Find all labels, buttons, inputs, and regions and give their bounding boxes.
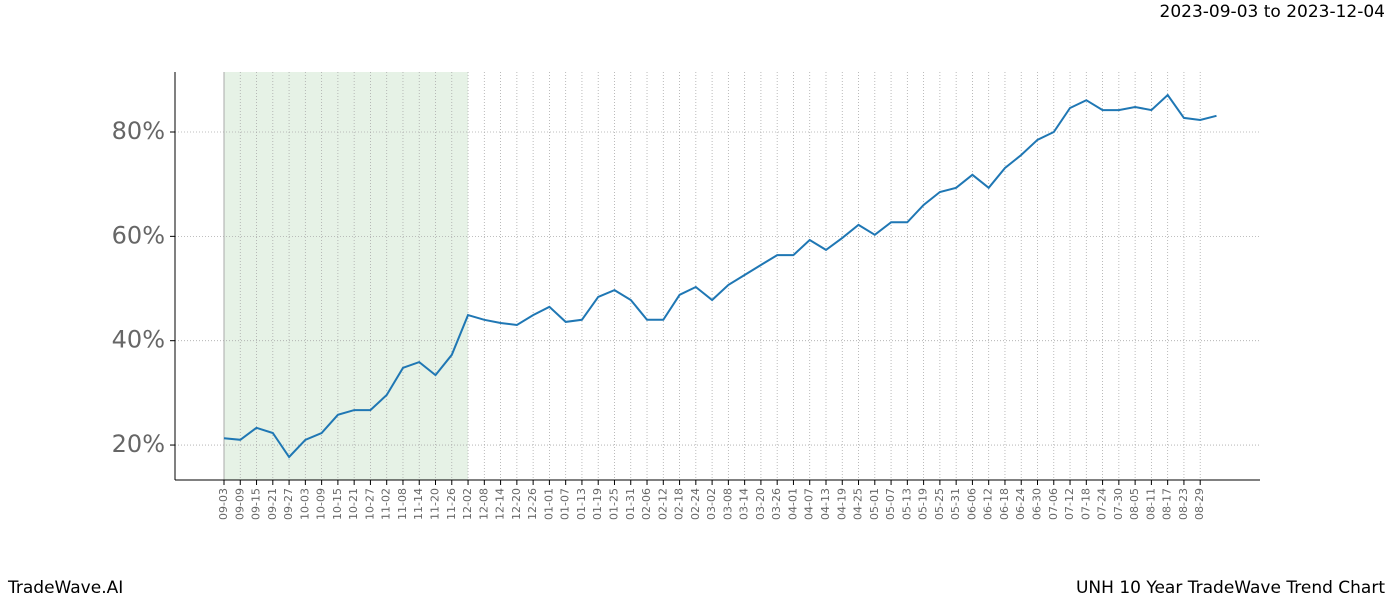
footer-left: TradeWave.AI [7, 578, 123, 598]
x-tick-label: 09-27 [282, 488, 295, 520]
y-tick-label: 20% [112, 430, 165, 458]
x-tick-label: 09-09 [233, 488, 246, 520]
x-tick-label: 08-11 [1144, 488, 1157, 520]
x-tick-label: 05-25 [933, 488, 946, 520]
x-tick-label: 03-14 [738, 488, 751, 520]
x-tick-label: 01-13 [575, 488, 588, 520]
x-tick-label: 01-07 [559, 488, 572, 520]
x-tick-label: 06-06 [965, 488, 978, 520]
y-tick-label: 60% [112, 221, 165, 249]
x-tick-label: 02-06 [640, 488, 653, 520]
x-tick-label: 06-18 [998, 488, 1011, 520]
x-tick-label: 10-09 [315, 488, 328, 520]
x-tick-label: 02-12 [656, 488, 669, 520]
x-tick-label: 05-19 [917, 488, 930, 520]
x-tick-label: 07-30 [1112, 488, 1125, 520]
x-tick-label: 04-19 [835, 488, 848, 520]
x-tick-label: 05-13 [900, 488, 913, 520]
x-tick-label: 04-13 [819, 488, 832, 520]
x-tick-label: 04-07 [803, 488, 816, 520]
x-tick-label: 03-02 [705, 488, 718, 520]
x-tick-label: 10-03 [298, 488, 311, 520]
x-tick-label: 01-01 [542, 488, 555, 520]
y-tick-label: 80% [112, 117, 165, 145]
trend-line [223, 93, 1217, 459]
x-tick-label: 12-08 [477, 488, 490, 520]
subtitle: 2023-09-03 to 2023-12-04 [1160, 2, 1385, 22]
x-tick-label: 09-21 [266, 488, 279, 520]
x-tick-label: 10-27 [363, 488, 376, 520]
x-tick-label: 08-17 [1161, 488, 1174, 520]
x-tick-label: 01-25 [607, 488, 620, 520]
x-tick-label: 08-23 [1177, 488, 1190, 520]
x-tick-label: 02-18 [673, 488, 686, 520]
x-tick-label: 06-12 [982, 488, 995, 520]
x-tick-label: 11-26 [445, 488, 458, 520]
x-tick-label: 03-26 [770, 488, 783, 520]
x-tick-label: 07-18 [1079, 488, 1092, 520]
y-tick-label: 40% [112, 326, 165, 354]
x-tick-label: 11-02 [380, 488, 393, 520]
x-tick-label: 06-30 [1031, 488, 1044, 520]
x-tick-label: 10-15 [331, 488, 344, 520]
x-tick-label: 06-24 [1014, 488, 1027, 520]
x-tick-label: 03-20 [754, 488, 767, 520]
x-tick-label: 08-29 [1193, 488, 1206, 520]
footer-right: UNH 10 Year TradeWave Trend Chart [1076, 578, 1385, 598]
x-tick-label: 07-24 [1096, 488, 1109, 520]
x-tick-label: 09-03 [217, 488, 230, 520]
x-tick-label: 07-12 [1063, 488, 1076, 520]
x-tick-label: 11-20 [429, 488, 442, 520]
x-tick-label: 12-26 [526, 488, 539, 520]
x-tick-label: 11-14 [412, 488, 425, 520]
x-tick-label: 01-19 [591, 488, 604, 520]
x-tick-label: 05-07 [884, 488, 897, 520]
x-tick-label: 12-20 [510, 488, 523, 520]
x-tick-label: 12-02 [461, 488, 474, 520]
x-tick-label: 11-08 [396, 488, 409, 520]
x-tick-label: 10-21 [347, 488, 360, 520]
x-tick-label: 12-14 [494, 488, 507, 520]
x-tick-label: 04-25 [852, 488, 865, 520]
x-tick-label: 04-01 [786, 488, 799, 520]
x-tick-label: 09-15 [250, 488, 263, 520]
x-tick-label: 03-08 [721, 488, 734, 520]
x-tick-label: 05-01 [868, 488, 881, 520]
highlight-band [224, 72, 469, 480]
x-tick-label: 02-24 [689, 488, 702, 520]
x-tick-label: 07-06 [1047, 488, 1060, 520]
x-tick-label: 01-31 [624, 488, 637, 520]
x-tick-label: 08-05 [1128, 488, 1141, 520]
x-tick-label: 05-31 [949, 488, 962, 520]
